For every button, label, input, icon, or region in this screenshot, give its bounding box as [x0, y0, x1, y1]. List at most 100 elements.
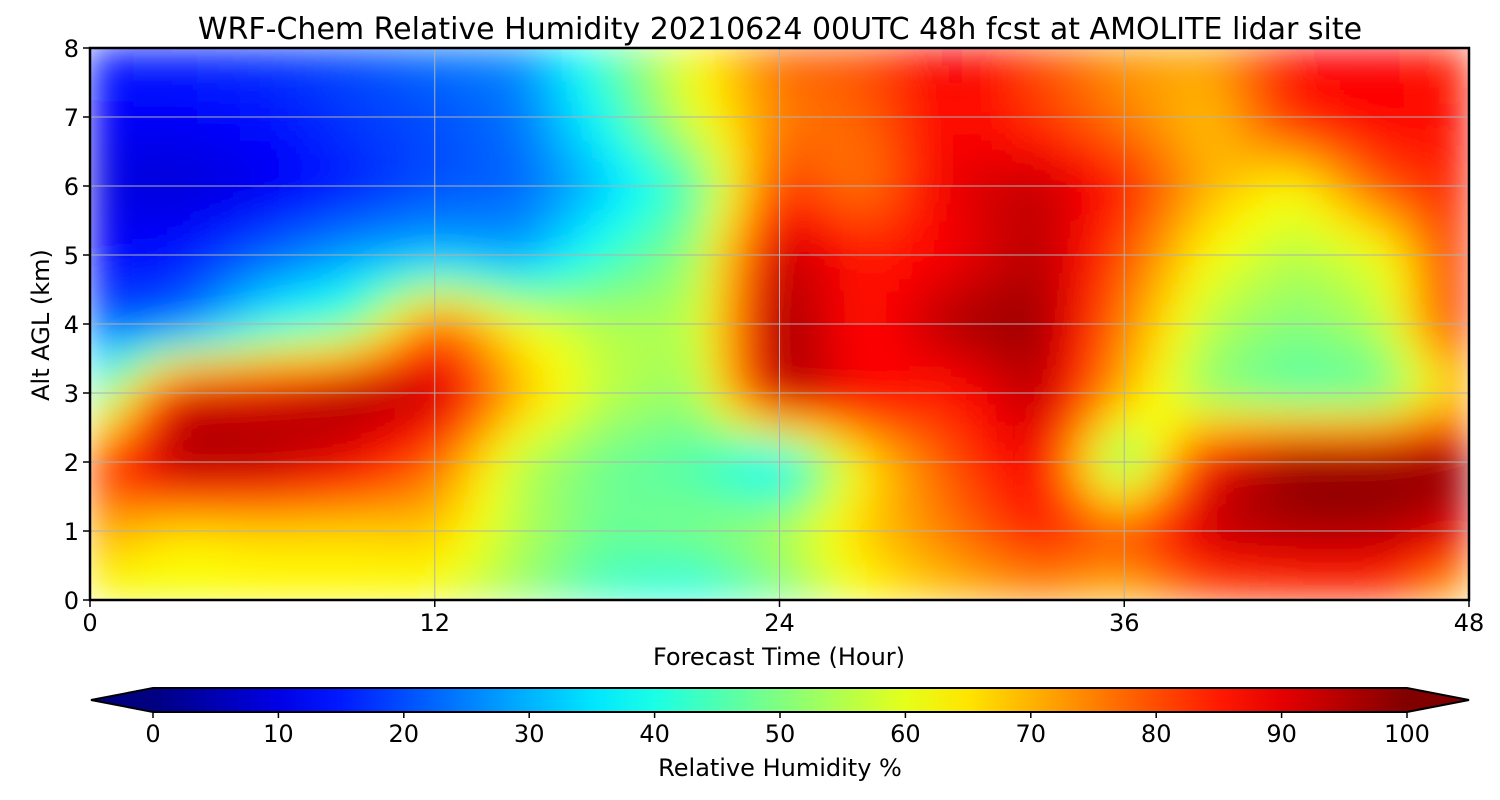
heatmap-cell	[757, 48, 780, 66]
heatmap-cell	[994, 116, 1018, 135]
heatmap-cell	[1339, 547, 1362, 566]
heatmap-cell	[1123, 220, 1147, 239]
heatmap-cell	[649, 64, 673, 83]
heatmap-cell	[175, 427, 199, 446]
heatmap-cell	[1339, 133, 1362, 152]
heatmap-cell	[1123, 582, 1147, 600]
heatmap-cell	[1080, 478, 1104, 497]
heatmap-cell	[1403, 547, 1427, 566]
heatmap-cell	[563, 565, 587, 584]
heatmap-cell	[779, 99, 802, 118]
heatmap-cell	[304, 375, 328, 394]
heatmap-cell	[1425, 340, 1448, 359]
heatmap-cell	[1037, 202, 1061, 221]
heatmap-cell	[822, 48, 845, 66]
heatmap-cell	[541, 582, 565, 600]
heatmap-cell	[1166, 375, 1190, 394]
heatmap-cell	[735, 185, 759, 204]
heatmap-cell	[240, 530, 263, 549]
heatmap-cell	[304, 254, 328, 273]
heatmap-cell	[1382, 48, 1405, 66]
heatmap-cell	[477, 306, 500, 325]
heatmap-cell	[154, 99, 177, 118]
heatmap-cell	[261, 151, 285, 170]
heatmap-cell	[908, 461, 931, 480]
heatmap-cell	[218, 478, 242, 497]
heatmap-cell	[692, 271, 716, 290]
heatmap-cell	[1296, 427, 1319, 446]
heatmap-cell	[1102, 202, 1125, 221]
heatmap-cell	[175, 202, 199, 221]
heatmap-cell	[498, 323, 522, 342]
heatmap-cell	[929, 461, 953, 480]
heatmap-cell	[348, 64, 371, 83]
heatmap-cell	[972, 220, 996, 239]
heatmap-cell	[972, 409, 996, 428]
heatmap-cell	[1446, 358, 1469, 377]
heatmap-cell	[1188, 185, 1211, 204]
heatmap-cell	[218, 513, 242, 532]
heatmap-cell	[154, 547, 177, 566]
heatmap-cell	[1296, 547, 1319, 566]
heatmap-cell	[154, 340, 177, 359]
heatmap-cell	[822, 513, 845, 532]
heatmap-cell	[757, 202, 780, 221]
heatmap-cell	[563, 427, 587, 446]
heatmap-cell	[1274, 358, 1298, 377]
heatmap-cell	[800, 133, 824, 152]
heatmap-cell	[412, 409, 436, 428]
heatmap-cell	[520, 409, 543, 428]
heatmap-cell	[1296, 271, 1319, 290]
heatmap-cell	[1037, 496, 1061, 515]
heatmap-cell	[240, 289, 263, 308]
heatmap-cell	[951, 496, 974, 515]
heatmap-cell	[628, 289, 651, 308]
heatmap-cell	[218, 220, 242, 239]
heatmap-cell	[1166, 220, 1190, 239]
heatmap-cell	[391, 82, 414, 101]
colorbar-label: Relative Humidity %	[658, 754, 902, 782]
heatmap-cell	[1296, 358, 1319, 377]
heatmap-cell	[1080, 168, 1104, 187]
heatmap-cell	[1102, 496, 1125, 515]
heatmap-cell	[1123, 116, 1147, 135]
heatmap-cell	[218, 271, 242, 290]
heatmap-cell	[90, 202, 113, 221]
heatmap-cell	[757, 427, 780, 446]
heatmap-cell	[541, 375, 565, 394]
heatmap-cell	[1296, 82, 1319, 101]
heatmap-cell	[1188, 375, 1211, 394]
heatmap-cell	[520, 565, 543, 584]
heatmap-cell	[391, 220, 414, 239]
heatmap-cell	[1360, 99, 1384, 118]
heatmap-cell	[671, 168, 694, 187]
heatmap-cell	[326, 547, 350, 566]
heatmap-cell	[391, 48, 414, 66]
heatmap-cell	[240, 306, 263, 325]
heatmap-cell	[1274, 133, 1298, 152]
heatmap-cell	[498, 496, 522, 515]
heatmap-cell	[994, 444, 1018, 463]
heatmap-cell	[1145, 82, 1168, 101]
heatmap-cell	[1425, 99, 1448, 118]
heatmap-cell	[606, 185, 630, 204]
heatmap-cell	[606, 478, 630, 497]
heatmap-cell	[477, 375, 500, 394]
heatmap-cell	[434, 582, 457, 600]
heatmap-cell	[1274, 151, 1298, 170]
heatmap-cell	[800, 151, 824, 170]
heatmap-cell	[1296, 99, 1319, 118]
heatmap-cell	[412, 202, 436, 221]
heatmap-cell	[1059, 48, 1082, 66]
heatmap-cell	[671, 496, 694, 515]
heatmap-cell	[1188, 530, 1211, 549]
heatmap-cell	[951, 220, 974, 239]
colorbar-gradient	[153, 688, 1407, 712]
heatmap-cell	[1059, 254, 1082, 273]
heatmap-cell	[1016, 202, 1039, 221]
heatmap-cell	[800, 220, 824, 239]
heatmap-cell	[1102, 547, 1125, 566]
heatmap-cell	[240, 168, 263, 187]
heatmap-cell	[304, 340, 328, 359]
heatmap-cell	[1145, 461, 1168, 480]
